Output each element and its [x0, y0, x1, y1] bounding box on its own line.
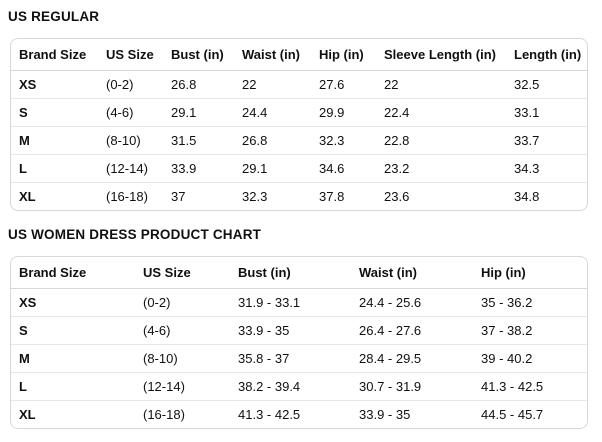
- table-cell: 38.2 - 39.4: [230, 372, 351, 400]
- table-cell: 27.6: [319, 77, 345, 92]
- table-cell: 32.3: [311, 126, 376, 154]
- brand-size-cell: S: [11, 316, 135, 344]
- table-cell: 26.8: [171, 77, 197, 92]
- column-header: US Size: [98, 39, 163, 71]
- table-cell: 33.9 - 35: [351, 400, 473, 428]
- table-cell: 41.3 - 42.5: [230, 400, 351, 428]
- column-header: Waist (in): [351, 257, 473, 289]
- table-cell: 34.6: [311, 154, 376, 182]
- table-cell: 33.7: [506, 126, 587, 154]
- column-header: US Size: [135, 257, 230, 289]
- column-header: Bust (in): [163, 39, 234, 71]
- table-row: XS (0-2) 26.8 22 27.6 22 32.5: [11, 71, 587, 98]
- section-title: US WOMEN DRESS PRODUCT CHART: [8, 227, 262, 242]
- table-cell: 35 - 36.2: [481, 295, 533, 310]
- brand-size-cell: XL: [11, 400, 135, 428]
- brand-size-cell: XS: [19, 77, 37, 92]
- brand-size-cell: M: [11, 126, 98, 154]
- table-cell: (4-6): [135, 316, 230, 344]
- table-cell: 22: [384, 77, 399, 92]
- table-row: L (12-14) 38.2 - 39.4 30.7 - 31.9 41.3 -…: [11, 372, 587, 400]
- table-cell: (12-14): [135, 372, 230, 400]
- table-row: M (8-10) 31.5 26.8 32.3 22.8 33.7: [11, 126, 587, 154]
- column-header: Length (in): [506, 39, 587, 71]
- table-cell: (0-2): [106, 77, 134, 92]
- table-cell: 37 - 38.2: [473, 316, 587, 344]
- table-cell: 22.4: [376, 98, 506, 126]
- table-row: XS (0-2) 31.9 - 33.1 24.4 - 25.6 35 - 36…: [11, 289, 587, 316]
- table-cell: 37: [163, 182, 234, 210]
- us-regular-size-table: Brand Size US Size Bust (in) Waist (in) …: [10, 38, 588, 211]
- table-cell: (8-10): [98, 126, 163, 154]
- column-header: Waist (in): [234, 39, 311, 71]
- table-cell: 33.9: [163, 154, 234, 182]
- table-cell: 33.9 - 35: [230, 316, 351, 344]
- table-cell: (12-14): [98, 154, 163, 182]
- column-header: Hip (in): [473, 257, 587, 289]
- table-cell: 23.2: [376, 154, 506, 182]
- brand-size-cell: M: [11, 344, 135, 372]
- table-cell: 30.7 - 31.9: [351, 372, 473, 400]
- table-cell: 32.5: [514, 77, 540, 92]
- table-row: S (4-6) 29.1 24.4 29.9 22.4 33.1: [11, 98, 587, 126]
- column-header: Hip (in): [311, 39, 376, 71]
- brand-size-cell: XL: [11, 182, 98, 210]
- table-cell: 24.4: [234, 98, 311, 126]
- table-cell: 35.8 - 37: [230, 344, 351, 372]
- table-row: XL (16-18) 37 32.3 37.8 23.6 34.8: [11, 182, 587, 210]
- size-section-us-regular: US REGULAR Brand Size US Size Bust (in) …: [8, 9, 594, 211]
- table-cell: (16-18): [135, 400, 230, 428]
- table-cell: 37.8: [311, 182, 376, 210]
- table-row: L (12-14) 33.9 29.1 34.6 23.2 34.3: [11, 154, 587, 182]
- table-cell: 26.8: [234, 126, 311, 154]
- table-row: S (4-6) 33.9 - 35 26.4 - 27.6 37 - 38.2: [11, 316, 587, 344]
- table-cell: (8-10): [135, 344, 230, 372]
- brand-size-cell: XS: [19, 295, 37, 310]
- table-cell: 34.3: [506, 154, 587, 182]
- table-cell: 44.5 - 45.7: [473, 400, 587, 428]
- size-section-us-women-dress-product-chart: US WOMEN DRESS PRODUCT CHART Brand Size …: [8, 227, 594, 429]
- table-row: XL (16-18) 41.3 - 42.5 33.9 - 35 44.5 - …: [11, 400, 587, 428]
- table-cell: 24.4 - 25.6: [359, 295, 422, 310]
- table-cell: 29.1: [163, 98, 234, 126]
- table-cell: 34.8: [506, 182, 587, 210]
- table-cell: 29.9: [311, 98, 376, 126]
- table-cell: (4-6): [98, 98, 163, 126]
- table-cell: 31.9 - 33.1: [238, 295, 301, 310]
- column-header: Sleeve Length (in): [376, 39, 506, 71]
- table-cell: 26.4 - 27.6: [351, 316, 473, 344]
- table-cell: 31.5: [163, 126, 234, 154]
- table-row: M (8-10) 35.8 - 37 28.4 - 29.5 39 - 40.2: [11, 344, 587, 372]
- brand-size-cell: L: [11, 154, 98, 182]
- table-cell: 39 - 40.2: [473, 344, 587, 372]
- header-row: Brand Size US Size Bust (in) Waist (in) …: [11, 257, 587, 289]
- table-cell: 33.1: [506, 98, 587, 126]
- table-cell: (16-18): [98, 182, 163, 210]
- section-title: US REGULAR: [8, 9, 100, 24]
- table-cell: 22: [242, 77, 257, 92]
- table-cell: 41.3 - 42.5: [473, 372, 587, 400]
- table-cell: 29.1: [234, 154, 311, 182]
- column-header: Bust (in): [230, 257, 351, 289]
- column-header: Brand Size: [11, 39, 98, 71]
- us-women-dress-size-table: Brand Size US Size Bust (in) Waist (in) …: [10, 256, 588, 429]
- brand-size-cell: S: [11, 98, 98, 126]
- table-cell: (0-2): [143, 295, 171, 310]
- header-row: Brand Size US Size Bust (in) Waist (in) …: [11, 39, 587, 71]
- table-cell: 23.6: [376, 182, 506, 210]
- table-cell: 28.4 - 29.5: [351, 344, 473, 372]
- table-cell: 32.3: [234, 182, 311, 210]
- table-cell: 22.8: [376, 126, 506, 154]
- column-header: Brand Size: [11, 257, 135, 289]
- brand-size-cell: L: [11, 372, 135, 400]
